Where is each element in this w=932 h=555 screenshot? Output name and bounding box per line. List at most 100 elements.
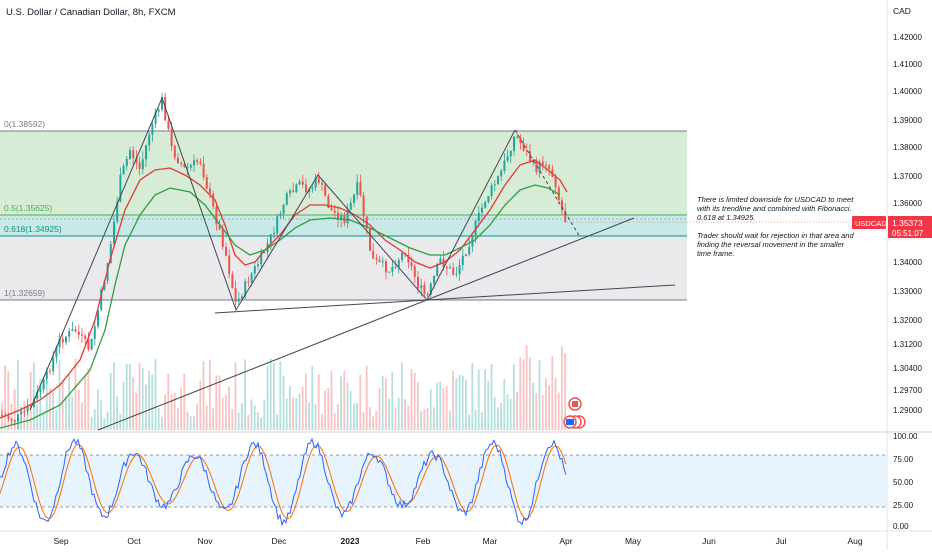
candle-body <box>423 285 426 294</box>
horizontal-trendline[interactable] <box>426 284 676 301</box>
candle-body <box>58 338 61 348</box>
event-markers[interactable] <box>563 397 586 429</box>
candlesticks[interactable] <box>1 92 567 430</box>
candle-body <box>359 182 362 196</box>
volume-bar <box>410 369 413 430</box>
stochastic-oscillator[interactable] <box>0 437 567 527</box>
volume-bar <box>276 414 278 430</box>
candle-body <box>109 244 112 264</box>
candle-body <box>154 111 157 125</box>
candle-body <box>119 174 122 202</box>
candle-body <box>522 143 525 151</box>
volume-bar <box>461 375 464 430</box>
volume-bar <box>221 397 224 430</box>
last-price-tag <box>888 216 932 238</box>
analysis-note[interactable]: There is limited downside for USDCAD to … <box>697 195 867 258</box>
volume-bar <box>356 403 358 430</box>
last-price: 1.35373 <box>892 218 923 228</box>
candle-body <box>173 146 176 158</box>
candle-body <box>1 415 3 416</box>
drawing-lines[interactable] <box>29 96 676 431</box>
volume-bar <box>503 378 506 430</box>
volume-bar <box>68 373 70 430</box>
zigzag-pattern[interactable] <box>29 96 516 411</box>
neckline[interactable] <box>214 299 428 314</box>
volume-bar <box>119 413 122 430</box>
candle-body <box>426 293 429 295</box>
time-label: Mar <box>483 536 498 546</box>
volume-bar <box>388 398 390 430</box>
volume-bar <box>359 374 362 430</box>
volume-bar <box>157 407 160 430</box>
candle-body <box>132 150 135 159</box>
volume-bar <box>196 404 198 430</box>
note-line: There is limited downside for USDCAD to … <box>697 195 854 204</box>
osc-tick: 0.00 <box>893 522 909 531</box>
candle-body <box>93 326 96 339</box>
volume-bar <box>225 394 227 430</box>
volume-bar <box>209 360 211 430</box>
volume-bar <box>260 417 262 430</box>
volume-bar <box>305 373 307 430</box>
candle-body <box>231 274 234 289</box>
volume-bar <box>266 365 269 430</box>
note-line: time frame. <box>697 249 735 258</box>
volume-bar <box>81 402 83 430</box>
volume-bar <box>154 358 157 430</box>
volume-bar <box>135 393 138 430</box>
candle-body <box>183 164 186 168</box>
candle-body <box>116 201 119 222</box>
candle-body <box>113 221 115 245</box>
volume-bar <box>193 416 195 430</box>
candle-body <box>263 252 266 254</box>
volume-bar <box>372 416 374 430</box>
volume-bar <box>449 410 451 430</box>
volume-bar <box>551 356 554 430</box>
volume-bar <box>138 363 141 430</box>
candle-body <box>279 213 282 217</box>
candle-body <box>535 161 538 173</box>
candle-body <box>538 161 541 173</box>
volume-bar <box>321 413 323 430</box>
candle-body <box>353 194 355 203</box>
time-axis[interactable]: Sep Oct Nov Dec 2023 Feb Mar Apr May Jun Jul Aug <box>53 536 862 546</box>
candle-body <box>420 285 423 289</box>
volume-bar <box>455 378 458 430</box>
volume-bar <box>365 365 368 430</box>
time-label: Sep <box>53 536 68 546</box>
volume-bar <box>42 412 45 430</box>
volume-bar <box>493 396 496 430</box>
volume-bar <box>17 359 19 430</box>
candle-body <box>458 265 461 274</box>
candle-body <box>148 134 151 146</box>
candle-body <box>289 190 291 194</box>
volume-bar <box>113 362 115 430</box>
volume-bar <box>375 410 378 430</box>
fib-label-0618: 0.618(1.34925) <box>4 224 62 234</box>
price-axis[interactable] <box>887 0 932 550</box>
volume-bar <box>180 387 182 430</box>
volume-bar <box>282 375 285 430</box>
volume-bar <box>353 403 355 430</box>
descending-trendline[interactable] <box>514 129 581 238</box>
time-label: Jun <box>702 536 716 546</box>
candle-body <box>141 159 144 170</box>
volume-bar <box>423 409 426 430</box>
candle-body <box>10 418 13 421</box>
volume-bar <box>369 407 371 430</box>
candle-body <box>39 389 42 392</box>
candle-body <box>513 136 515 151</box>
candle-body <box>135 158 138 163</box>
oscillator-axis-labels: 100.00 75.00 50.00 25.00 0.00 <box>893 432 918 531</box>
volume-bar <box>557 392 560 430</box>
candle-body <box>554 176 557 188</box>
volume-bar <box>340 376 342 430</box>
volume-bar <box>77 389 80 430</box>
candle-body <box>167 120 170 129</box>
volume-bar <box>324 390 326 430</box>
maple-leaf-icon <box>572 401 578 407</box>
long-trendline[interactable] <box>97 217 635 431</box>
candle-body <box>13 420 16 422</box>
volume-bar <box>26 404 29 430</box>
